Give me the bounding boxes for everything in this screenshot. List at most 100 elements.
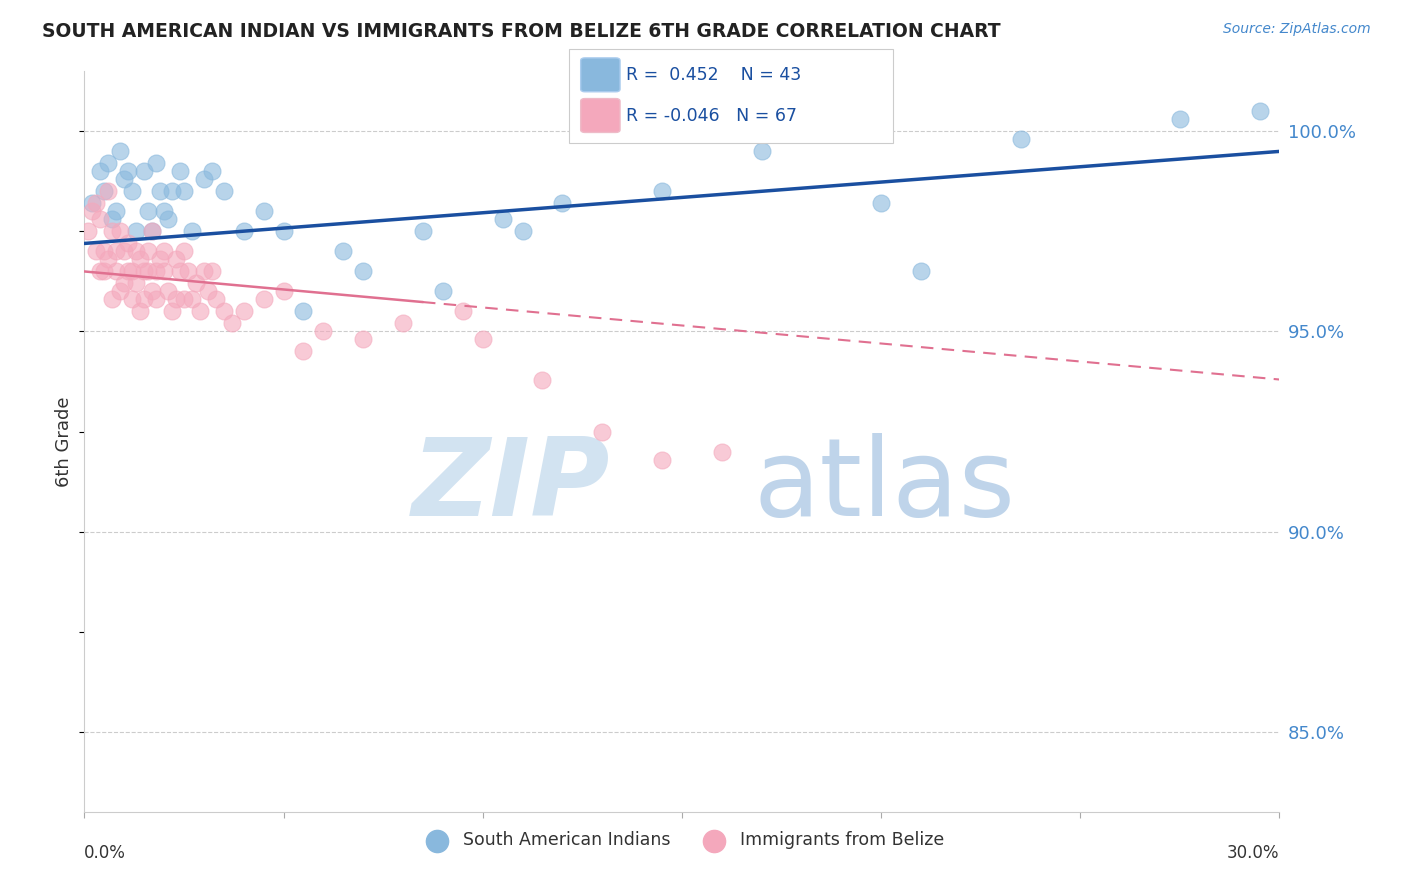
Point <box>112 172 135 186</box>
Point <box>1010 132 1032 146</box>
Point <box>149 252 172 267</box>
Point <box>292 344 315 359</box>
Legend: South American Indians, Immigrants from Belize: South American Indians, Immigrants from … <box>413 824 950 856</box>
Text: R = -0.046   N = 67: R = -0.046 N = 67 <box>626 106 797 125</box>
Point <box>89 164 111 178</box>
Point <box>512 224 534 238</box>
Point <box>392 317 415 331</box>
Point <box>173 244 195 259</box>
Point <box>132 264 156 278</box>
Point <box>121 185 143 199</box>
Point <box>651 452 673 467</box>
Point <box>232 224 254 238</box>
Point <box>492 212 515 227</box>
Point <box>121 293 143 307</box>
Point <box>212 185 235 199</box>
Point <box>205 293 228 307</box>
Point <box>93 244 115 259</box>
Point <box>97 252 120 267</box>
Point <box>193 172 215 186</box>
Point <box>110 285 132 299</box>
Point <box>105 204 128 219</box>
Point <box>184 277 207 291</box>
Text: 0.0%: 0.0% <box>84 844 127 862</box>
Point <box>125 224 148 238</box>
Point <box>145 156 167 170</box>
Point <box>136 244 159 259</box>
Point <box>232 304 254 318</box>
Text: Source: ZipAtlas.com: Source: ZipAtlas.com <box>1223 22 1371 37</box>
Point <box>125 244 148 259</box>
Point <box>312 325 335 339</box>
Point <box>153 264 176 278</box>
Point <box>82 196 104 211</box>
Point <box>93 185 115 199</box>
Point <box>160 185 183 199</box>
Point <box>110 145 132 159</box>
Text: atlas: atlas <box>754 433 1015 539</box>
Point <box>86 244 108 259</box>
Point <box>149 185 172 199</box>
Point <box>169 164 191 178</box>
Point <box>112 277 135 291</box>
Point <box>292 304 315 318</box>
Point <box>157 285 180 299</box>
Point <box>145 264 167 278</box>
Point <box>212 304 235 318</box>
Point <box>273 285 295 299</box>
Point <box>273 224 295 238</box>
Point <box>101 212 124 227</box>
Point <box>132 164 156 178</box>
Point <box>181 224 204 238</box>
Point <box>125 277 148 291</box>
Point <box>105 244 128 259</box>
Point <box>117 236 139 251</box>
Point <box>117 164 139 178</box>
Point <box>160 304 183 318</box>
Point <box>432 285 454 299</box>
Point <box>169 264 191 278</box>
Point <box>97 156 120 170</box>
Point <box>870 196 893 211</box>
Point <box>531 372 554 386</box>
Point <box>129 304 152 318</box>
Text: ZIP: ZIP <box>412 433 610 539</box>
Point <box>86 196 108 211</box>
Point <box>201 164 224 178</box>
Point <box>352 333 374 347</box>
Point <box>89 264 111 278</box>
Point <box>97 185 120 199</box>
Point <box>173 293 195 307</box>
Point <box>112 244 135 259</box>
Point <box>121 264 143 278</box>
Point <box>188 304 211 318</box>
Point <box>471 333 494 347</box>
Point <box>332 244 354 259</box>
Point <box>551 196 574 211</box>
Point <box>101 224 124 238</box>
Point <box>181 293 204 307</box>
Point <box>136 204 159 219</box>
Point <box>1168 112 1191 127</box>
Point <box>82 204 104 219</box>
Point <box>141 224 163 238</box>
Point <box>141 285 163 299</box>
Point <box>591 425 613 439</box>
Point <box>105 264 128 278</box>
Point <box>141 224 163 238</box>
Point <box>136 264 159 278</box>
Point <box>352 264 374 278</box>
Point <box>710 444 733 458</box>
Point <box>910 264 932 278</box>
Point <box>145 293 167 307</box>
Point <box>201 264 224 278</box>
Point <box>77 224 100 238</box>
Text: 30.0%: 30.0% <box>1227 844 1279 862</box>
Text: SOUTH AMERICAN INDIAN VS IMMIGRANTS FROM BELIZE 6TH GRADE CORRELATION CHART: SOUTH AMERICAN INDIAN VS IMMIGRANTS FROM… <box>42 22 1001 41</box>
Point <box>101 293 124 307</box>
Point <box>165 252 187 267</box>
Point <box>157 212 180 227</box>
Point <box>1249 104 1271 119</box>
Point <box>412 224 434 238</box>
Point <box>253 204 276 219</box>
